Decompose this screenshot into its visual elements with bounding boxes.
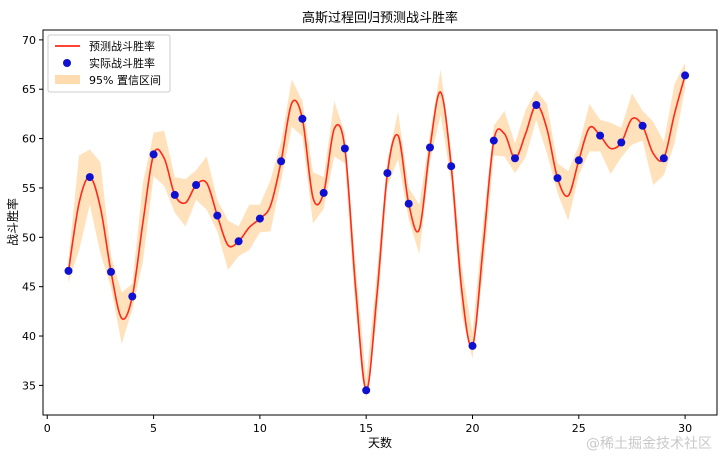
x-tick-label: 10 (253, 422, 267, 435)
y-tick-label: 50 (22, 231, 36, 244)
actual-point (447, 162, 456, 171)
actual-point (489, 136, 498, 145)
actual-point (213, 211, 222, 220)
y-tick-label: 55 (22, 182, 36, 195)
x-tick-label: 30 (678, 422, 692, 435)
actual-point (596, 131, 605, 140)
x-tick-label: 20 (465, 422, 479, 435)
y-axis: 35 40 45 50 55 60 65 70 (22, 34, 43, 392)
legend-interval-swatch (55, 75, 80, 84)
actual-point (426, 143, 434, 152)
actual-point (511, 154, 519, 163)
x-tick-label: 25 (572, 422, 586, 435)
x-tick-label: 15 (359, 422, 373, 435)
actual-point (149, 150, 158, 159)
actual-point (170, 190, 179, 199)
legend-actual-label: 实际战斗胜率 (89, 56, 155, 70)
legend-interval-label: 95% 置信区间 (89, 74, 161, 87)
y-tick-label: 35 (22, 379, 36, 392)
actual-point (128, 292, 137, 301)
actual-point (638, 121, 647, 130)
actual-point (404, 199, 413, 208)
watermark: @稀土掘金技术社区 (586, 436, 712, 452)
x-tick-label: 0 (44, 422, 51, 435)
actual-point (340, 144, 349, 153)
actual-point (234, 237, 243, 246)
actual-point (319, 188, 328, 197)
y-tick-label: 45 (22, 281, 36, 294)
actual-point (362, 386, 371, 395)
legend: 预测战斗胜率 实际战斗胜率 95% 置信区间 (47, 34, 171, 93)
chart-title: 高斯过程回归预测战斗胜率 (302, 10, 458, 26)
y-tick-label: 60 (22, 133, 36, 146)
y-tick-label: 65 (22, 83, 36, 96)
actual-point (107, 267, 115, 276)
x-axis-label: 天数 (368, 435, 392, 450)
actual-point (192, 181, 201, 189)
legend-prediction-label: 预测战斗胜率 (89, 39, 155, 53)
actual-point (574, 156, 583, 165)
actual-point (553, 174, 562, 183)
y-tick-label: 40 (22, 330, 36, 343)
actual-point (617, 138, 626, 147)
plot-frame (42, 29, 718, 416)
actual-point (64, 266, 73, 275)
y-axis-label: 战斗胜率 (5, 198, 20, 246)
actual-point (383, 169, 392, 178)
x-tick-label: 5 (150, 422, 157, 435)
actual-point (681, 71, 690, 80)
x-axis: 0 5 10 15 20 25 30 (44, 415, 692, 435)
y-tick-label: 70 (22, 34, 36, 47)
actual-point (277, 157, 286, 166)
actual-point (532, 101, 541, 109)
actual-point (659, 154, 668, 163)
actual-point (85, 173, 94, 182)
actual-point (468, 341, 477, 350)
confidence-interval-band (68, 62, 686, 401)
legend-actual-swatch (63, 59, 71, 67)
actual-point (255, 214, 264, 223)
actual-point (298, 114, 307, 123)
